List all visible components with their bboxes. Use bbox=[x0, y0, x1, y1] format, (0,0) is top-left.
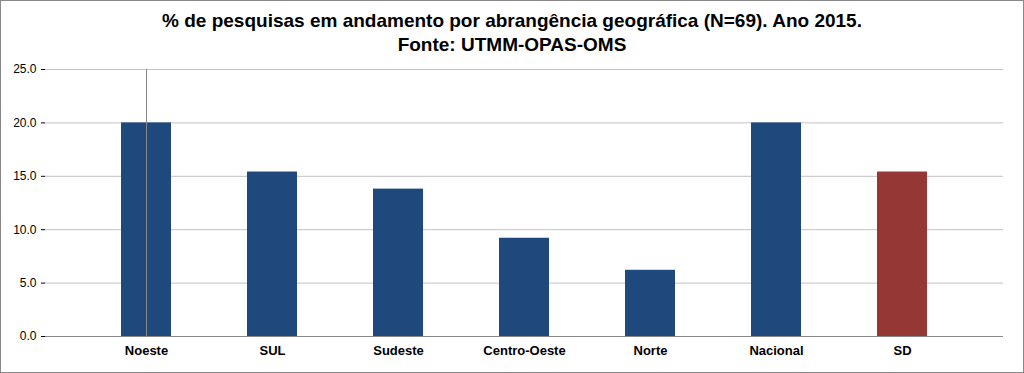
svg-text:Nacional: Nacional bbox=[749, 343, 803, 358]
svg-text:Centro-Oeste: Centro-Oeste bbox=[483, 343, 565, 358]
html-text:Fonte: UTMM-OPAS-OMS: Fonte: UTMM-OPAS-OMS bbox=[397, 34, 627, 55]
svg-text:Sudeste: Sudeste bbox=[373, 343, 424, 358]
svg-text:Norte: Norte bbox=[634, 343, 668, 358]
svg-text:0.0: 0.0 bbox=[20, 329, 37, 343]
svg-text:Noeste: Noeste bbox=[125, 343, 168, 358]
svg-text:15.0: 15.0 bbox=[13, 169, 37, 183]
svg-text:SD: SD bbox=[893, 343, 911, 358]
svg-text:25.0: 25.0 bbox=[13, 62, 37, 76]
svg-text:5.0: 5.0 bbox=[20, 276, 37, 290]
svg-text:10.0: 10.0 bbox=[13, 223, 37, 237]
svg-text:SUL: SUL bbox=[260, 343, 286, 358]
html-text:% de pesquisas em andamento po: % de pesquisas em andamento por abrangên… bbox=[162, 10, 862, 31]
svg-text:20.0: 20.0 bbox=[13, 116, 37, 130]
